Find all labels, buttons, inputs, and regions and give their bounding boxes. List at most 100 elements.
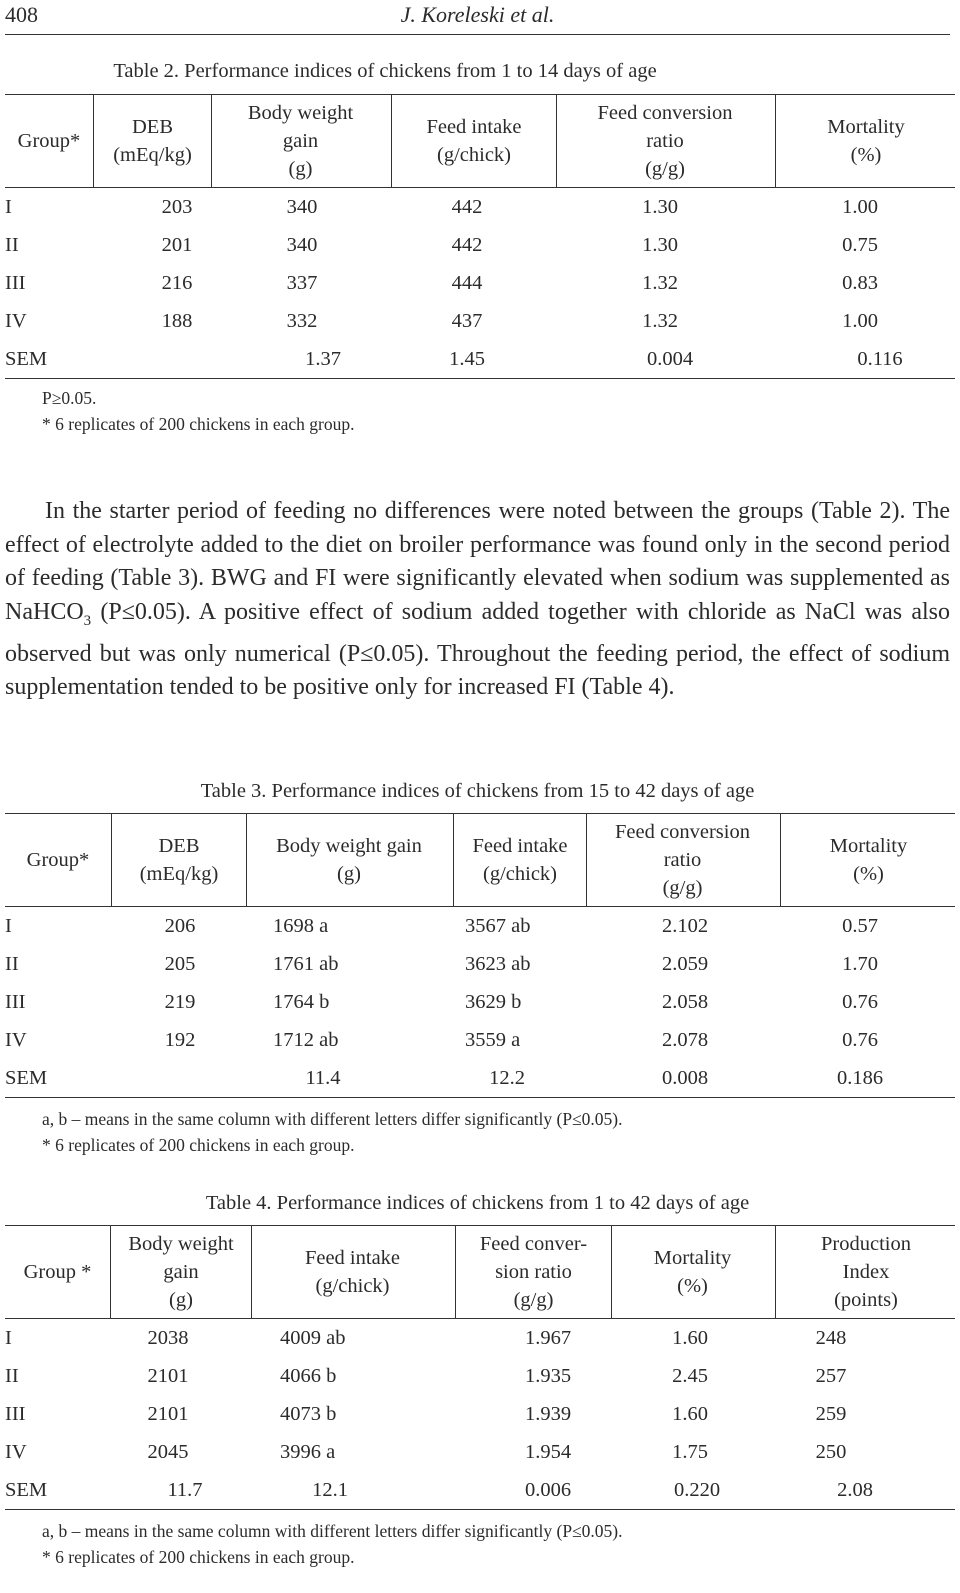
table2-caption: Table 2. Performance indices of chickens… xyxy=(113,60,657,82)
table2-cell: 1.00 xyxy=(842,310,878,332)
table4-cell: 1.60 xyxy=(672,1327,708,1349)
table4-column-header: Production Index (points) xyxy=(775,1226,956,1318)
table3-cell: 0.008 xyxy=(661,1067,709,1089)
table4-cell: 2.45 xyxy=(672,1365,708,1387)
table4-cell: 4073 b xyxy=(280,1403,337,1425)
table4-column-header: Body weight gain (g) xyxy=(110,1226,252,1318)
table4-cell: 250 xyxy=(815,1441,847,1463)
table2-cell: 340 xyxy=(286,196,318,218)
table2-header-line: (g/g) xyxy=(645,158,685,180)
table3-caption: Table 3. Performance indices of chickens… xyxy=(200,780,755,802)
page-header: 408 J. Koreleski et al. xyxy=(5,0,950,35)
table3-cell: 2.102 xyxy=(661,915,709,937)
table4-header-line: (%) xyxy=(677,1275,708,1297)
table4-header-line: (points) xyxy=(834,1289,898,1311)
table4-cell: 2.08 xyxy=(837,1479,873,1501)
table2-cell: 444 xyxy=(451,272,483,294)
table2-header-line: DEB xyxy=(132,116,173,138)
table3-header-line: (%) xyxy=(853,863,884,885)
table3-cell: SEM xyxy=(5,1067,48,1089)
table3-column-header: Feed conversion ratio (g/g) xyxy=(585,814,780,906)
table3-header-line: (g/chick) xyxy=(483,863,557,885)
table3-header-line: Mortality xyxy=(829,835,908,857)
table4-cell: 1.60 xyxy=(672,1403,708,1425)
table2-row: I 203 340 442 1.30 1.00 xyxy=(5,188,955,226)
table4-column-header: Group * xyxy=(5,1226,110,1318)
table2-header-line: (g/chick) xyxy=(437,144,511,166)
table4-header-line: (g/chick) xyxy=(315,1275,390,1297)
table4-header-line: Mortality xyxy=(653,1247,732,1269)
table3-cell: I xyxy=(5,915,12,937)
table4-header-line: Body weight xyxy=(128,1233,234,1255)
table4-header-line: (g) xyxy=(169,1289,193,1311)
table2-cell: 188 xyxy=(161,310,193,332)
table4-row: II 2101 4066 b 1.935 2.45 257 xyxy=(5,1357,955,1395)
table4-cell: 4066 b xyxy=(280,1365,337,1387)
table3-header-line: (mEq/kg) xyxy=(139,863,219,885)
table4-header-row: Group * Body weight gain (g) Feed intake (g/c… xyxy=(5,1225,955,1319)
table3-cell: 0.76 xyxy=(842,1029,878,1051)
table4-cell: 2045 xyxy=(147,1441,189,1463)
page-number: 408 xyxy=(5,2,38,27)
table3-cell: 1.70 xyxy=(842,953,878,975)
table2-header-line: Group* xyxy=(17,130,81,152)
table3-header-line: ratio xyxy=(663,849,702,871)
table2: Group* DEB (mEq/kg) Body weight gain (g) Feed … xyxy=(5,94,955,379)
table2-row: IV 188 332 437 1.32 1.00 xyxy=(5,302,955,340)
table2-cell: 437 xyxy=(451,310,483,332)
table4-header-line: Group * xyxy=(23,1261,92,1283)
table3: Group* DEB (mEq/kg) Body weight gain (g) Feed… xyxy=(5,813,955,1098)
table2-footnote-p: P≥0.05. xyxy=(42,388,97,408)
table2-header-line: (g) xyxy=(288,158,313,180)
table3-cell: 3567 ab xyxy=(465,915,531,937)
table4-cell: IV xyxy=(5,1441,27,1463)
table3-header-line: DEB xyxy=(158,835,200,857)
table4-cell: 1.935 xyxy=(524,1365,572,1387)
table2-header-line: gain xyxy=(282,130,319,152)
table2-row: II 201 340 442 1.30 0.75 xyxy=(5,226,955,264)
table2-cell: I xyxy=(5,196,12,218)
table2-header-line: Body weight xyxy=(247,102,354,124)
table3-cell: 2.059 xyxy=(661,953,709,975)
table3-header-line: Group* xyxy=(26,849,90,871)
table4-cell: 3996 a xyxy=(280,1441,336,1463)
table2-cell: IV xyxy=(5,310,27,332)
table3-footnote-significance: a, b – means in the same column with dif… xyxy=(42,1109,623,1129)
table4-cell: 0.006 xyxy=(524,1479,572,1501)
table3-cell: 2.058 xyxy=(661,991,709,1013)
table3-column-header: Group* xyxy=(5,814,111,906)
table4-cell: III xyxy=(5,1403,26,1425)
table3-footnote-replicates: * 6 replicates of 200 chickens in each g… xyxy=(42,1135,355,1155)
table4-cell: 2101 xyxy=(147,1365,189,1387)
table3-cell: IV xyxy=(5,1029,27,1051)
table2-row: III 216 337 444 1.32 0.83 xyxy=(5,264,955,302)
table4-header-line: gain xyxy=(163,1261,199,1283)
table3-header-line: Feed conversion xyxy=(615,821,750,843)
table2-cell: 216 xyxy=(161,272,193,294)
table3-row: III 219 1764 b 3629 b 2.058 0.76 xyxy=(5,983,955,1021)
table2-header-line: (mEq/kg) xyxy=(113,144,192,166)
table2-cell: 0.83 xyxy=(842,272,878,294)
table2-cell: 337 xyxy=(286,272,318,294)
table4-header-line: sion ratio xyxy=(495,1261,572,1283)
table3-header-line: (g/g) xyxy=(662,877,703,899)
table4-footnote-replicates: * 6 replicates of 200 chickens in each g… xyxy=(42,1547,355,1567)
table2-column-header: Mortality (%) xyxy=(775,95,956,187)
table3-header-line: Body weight gain xyxy=(276,835,422,857)
table2-column-header: Feed intake (g/chick) xyxy=(391,95,557,187)
table3-column-header: DEB (mEq/kg) xyxy=(111,814,247,906)
table2-column-header: Feed conversion ratio (g/g) xyxy=(555,95,775,187)
table3-cell: 0.76 xyxy=(842,991,878,1013)
table3-cell: 3559 a xyxy=(465,1029,521,1051)
table4-footnote-significance: a, b – means in the same column with dif… xyxy=(42,1521,623,1541)
table3-column-header: Body weight gain (g) xyxy=(245,814,453,906)
table4: Group * Body weight gain (g) Feed intake (g/c… xyxy=(5,1225,955,1510)
table3-header-line: Feed intake xyxy=(472,835,568,857)
table3-header-row: Group* DEB (mEq/kg) Body weight gain (g) Feed… xyxy=(5,813,955,907)
table2-cell: III xyxy=(5,272,26,294)
table4-cell: 2038 xyxy=(147,1327,189,1349)
table4-cell: 2101 xyxy=(147,1403,189,1425)
table3-cell: 2.078 xyxy=(661,1029,709,1051)
table3-cell: 12.2 xyxy=(489,1067,525,1089)
table3-cell: 1712 ab xyxy=(273,1029,339,1051)
